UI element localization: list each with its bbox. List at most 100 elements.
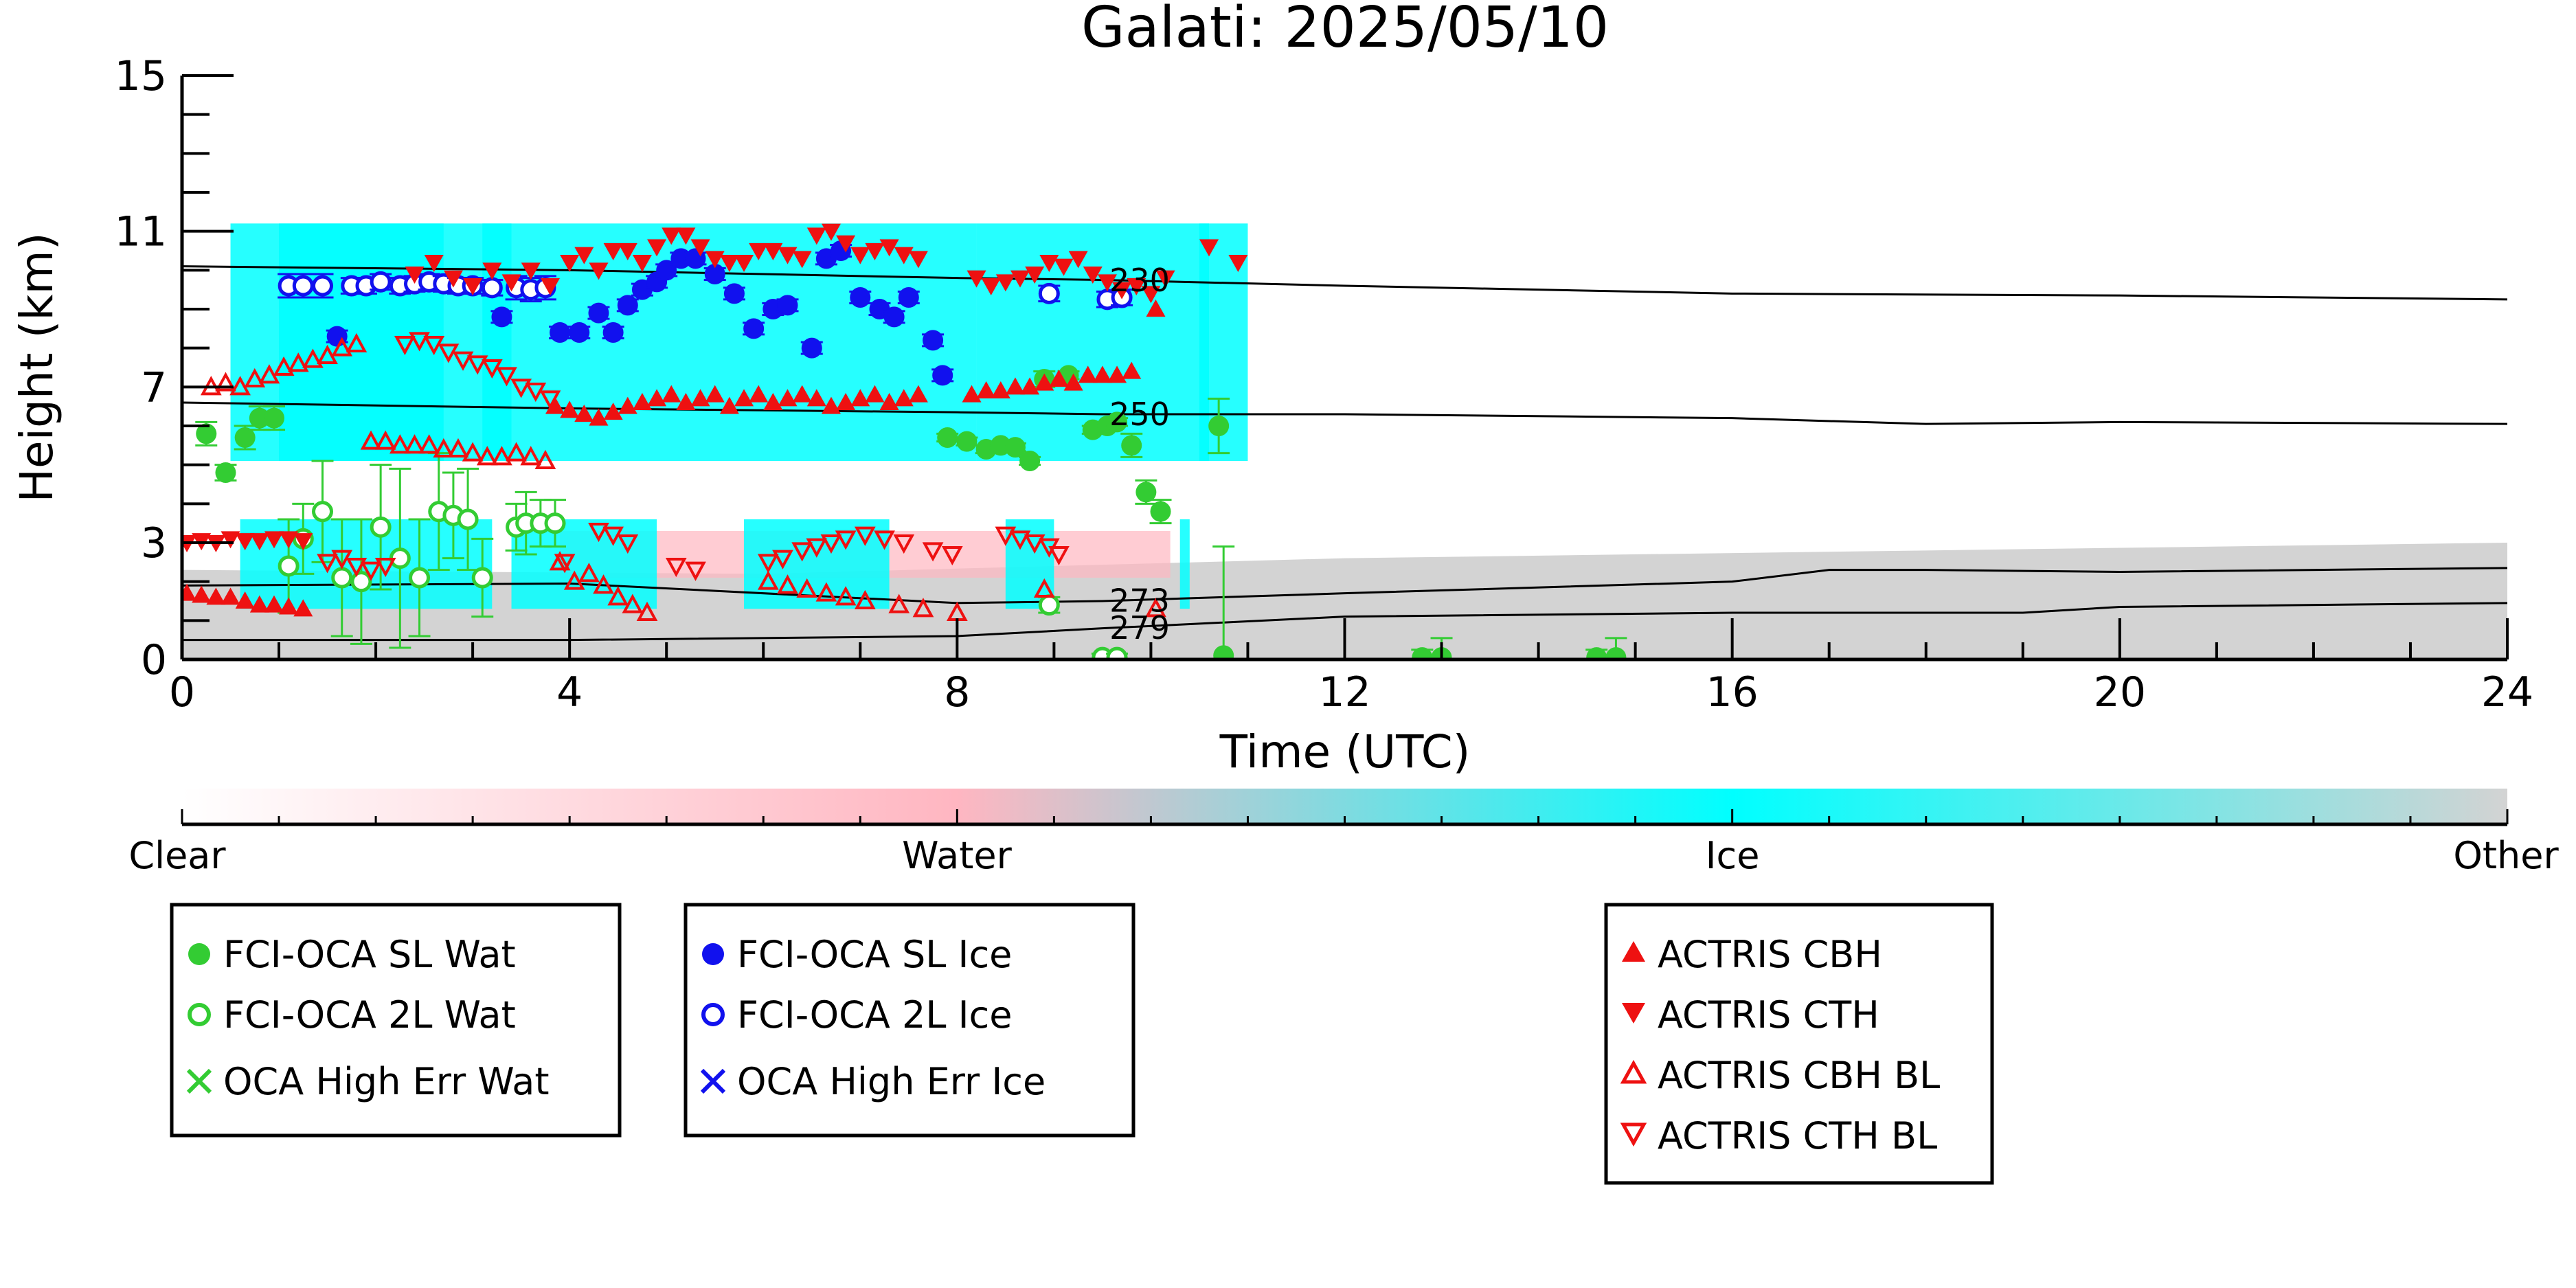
data-point xyxy=(1038,594,1060,616)
data-point xyxy=(676,393,696,410)
data-point xyxy=(821,223,841,241)
data-point xyxy=(908,385,928,403)
data-point xyxy=(221,531,240,549)
data-point xyxy=(491,446,512,466)
data-point xyxy=(796,578,818,598)
contour-line-230 xyxy=(182,265,2507,301)
data-point xyxy=(443,270,463,288)
data-point xyxy=(1063,373,1083,391)
legend-oca-water: FCI-OCA SL Wat FCI-OCA 2L Wat OCA High E… xyxy=(170,903,622,1138)
data-point xyxy=(1155,270,1175,288)
y-tick-label: 0 xyxy=(141,636,167,684)
data-point xyxy=(481,277,503,299)
legend-text-cbh-bl: ACTRIS CBH BL xyxy=(1658,1054,1940,1097)
data-point xyxy=(1107,365,1127,383)
data-point xyxy=(1605,647,1627,659)
data-point xyxy=(360,430,382,450)
data-point xyxy=(888,594,910,613)
data-point xyxy=(418,434,440,454)
y-tick-label: 3 xyxy=(141,519,167,567)
data-point xyxy=(1038,282,1060,304)
data-point xyxy=(302,348,324,368)
data-point xyxy=(821,396,841,414)
x-tick-label: 16 xyxy=(1706,668,1758,716)
data-point xyxy=(423,336,445,356)
data-point xyxy=(409,332,430,352)
axes: 0 4 8 12 16 20 24 0 3 7 11 15 xyxy=(115,52,2534,716)
x-tick-label: 4 xyxy=(556,668,583,716)
data-point xyxy=(346,332,368,352)
region-ice xyxy=(1179,519,1190,609)
data-point xyxy=(1107,411,1128,433)
data-point xyxy=(501,274,521,292)
data-point xyxy=(622,594,644,613)
data-point xyxy=(850,247,870,264)
data-point xyxy=(1150,501,1171,522)
data-point xyxy=(647,239,667,257)
data-point xyxy=(491,306,512,328)
data-point xyxy=(894,389,914,407)
x-tick-label: 20 xyxy=(2094,668,2146,716)
data-point xyxy=(554,554,576,574)
data-point xyxy=(1127,278,1146,295)
data-point xyxy=(647,389,667,407)
data-point xyxy=(1005,377,1025,395)
data-point xyxy=(482,262,502,280)
data-point xyxy=(879,393,899,410)
data-point xyxy=(574,247,594,264)
data-point xyxy=(705,251,725,269)
data-point xyxy=(749,243,769,260)
contour-label-279: 279 xyxy=(1109,609,1170,646)
data-point xyxy=(544,512,566,534)
data-point xyxy=(545,396,565,414)
data-point xyxy=(534,449,556,469)
data-point xyxy=(229,376,251,396)
data-point xyxy=(447,438,469,457)
data-point xyxy=(705,385,725,403)
legend-box xyxy=(1604,903,1994,1185)
data-markers xyxy=(182,223,1627,659)
data-point xyxy=(778,247,798,264)
data-point xyxy=(632,393,652,410)
colorbar: Clear Water Ice Other xyxy=(128,789,2559,877)
region-ice xyxy=(279,223,512,461)
data-point xyxy=(1141,286,1161,304)
contour-label-273: 273 xyxy=(1109,583,1170,620)
data-point xyxy=(206,587,226,605)
legend-text-cbh: ACTRIS CBH xyxy=(1658,933,1882,976)
y-tick-label: 15 xyxy=(115,52,167,100)
data-point xyxy=(1146,300,1166,317)
data-point xyxy=(1208,416,1230,436)
data-point xyxy=(617,534,639,554)
data-point xyxy=(1228,255,1248,272)
data-point xyxy=(539,390,561,410)
data-point xyxy=(182,583,197,601)
data-point xyxy=(370,271,392,293)
data-point xyxy=(278,555,300,577)
data-point xyxy=(806,227,826,245)
data-point xyxy=(574,405,594,422)
data-point xyxy=(636,601,658,621)
series-actris-cth-bl xyxy=(317,332,1070,581)
temperature-contours xyxy=(182,265,2507,642)
data-point xyxy=(835,530,857,550)
colorbar-label-water: Water xyxy=(902,834,1012,877)
data-point xyxy=(763,393,783,410)
data-point xyxy=(981,278,1001,295)
data-point xyxy=(734,389,754,407)
data-point xyxy=(540,278,560,295)
data-point xyxy=(893,534,915,554)
data-point xyxy=(215,462,236,483)
plot-area xyxy=(182,223,2507,659)
data-point xyxy=(995,526,1017,546)
data-point xyxy=(506,442,527,462)
data-point xyxy=(438,343,460,363)
series-fci-oca-sl-wat xyxy=(195,365,1627,659)
data-point xyxy=(1106,646,1128,659)
x-tick-label: 24 xyxy=(2481,668,2533,716)
series-fci-oca-2l-ice xyxy=(278,271,1133,310)
data-point xyxy=(618,243,637,260)
data-point xyxy=(287,352,309,372)
data-point xyxy=(279,531,299,549)
data-point xyxy=(589,262,609,280)
